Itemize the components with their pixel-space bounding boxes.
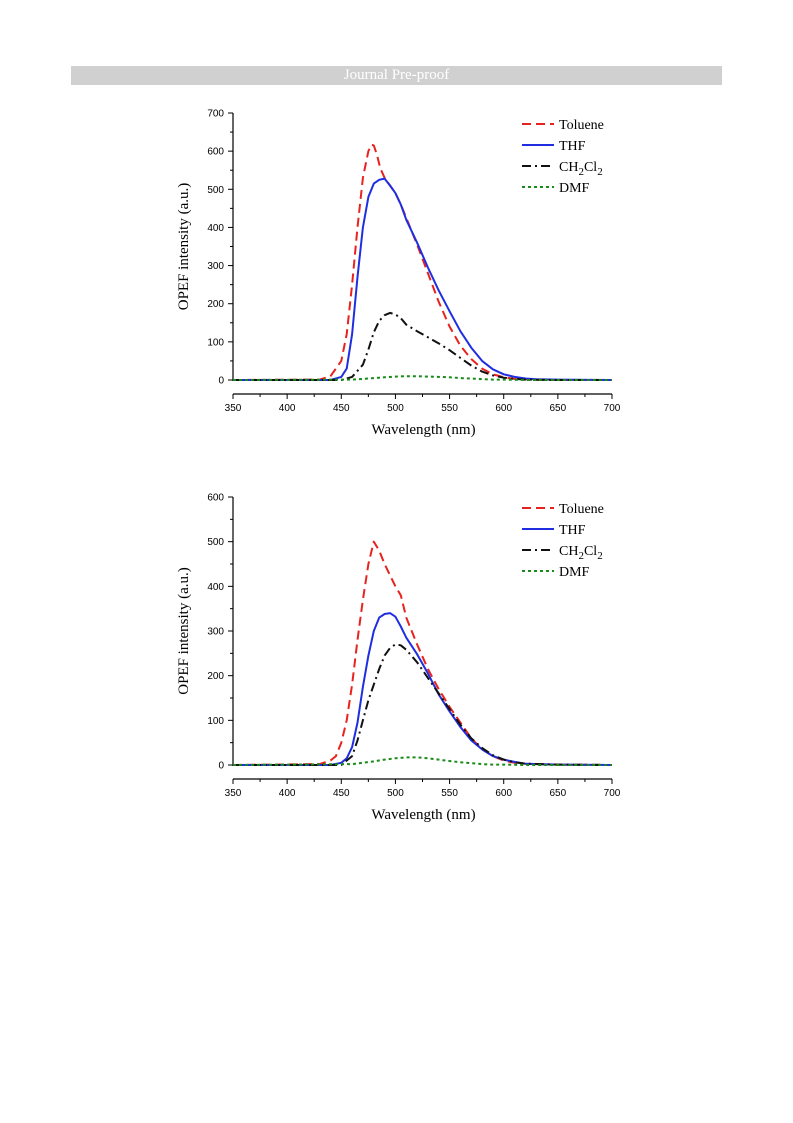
x-tick-label: 600: [495, 788, 512, 799]
series-line-toluene: [232, 143, 612, 381]
x-axis-title: Wavelength (nm): [371, 807, 475, 823]
x-tick-label: 500: [387, 403, 404, 414]
x-tick-label: 450: [333, 788, 350, 799]
y-tick-label: 100: [207, 716, 224, 727]
y-tick-label: 0: [218, 761, 224, 772]
x-tick-label: 550: [441, 403, 458, 414]
y-tick-label: 300: [207, 627, 224, 638]
y-tick-label: 500: [207, 537, 224, 548]
series-line-ch2cl2: [233, 311, 612, 381]
legend-label-dmf: DMF: [559, 181, 590, 196]
x-tick-label: 350: [225, 403, 242, 414]
x-tick-label: 350: [225, 788, 242, 799]
legend-label-ch2cl2: CH2Cl2: [559, 160, 603, 178]
journal-banner: Journal Pre-proof: [71, 66, 722, 85]
legend-label-toluene: Toluene: [559, 118, 604, 133]
emission-chart-1: 0 100 200 300 400 500 600 700 350 400 450 500 550 600…: [176, 109, 621, 439]
x-tick-label: 600: [495, 403, 512, 414]
x-tick-label: 400: [279, 403, 296, 414]
y-tick-label: 200: [207, 671, 224, 682]
y-tick-label: 400: [207, 582, 224, 593]
legend-label-thf: THF: [559, 523, 586, 538]
series-line-thf: [233, 612, 613, 766]
x-tick-label: 500: [387, 788, 404, 799]
emission-chart-2: 0 100 200 300 400 500 600 350 400 450 500 550 600 650…: [176, 493, 621, 824]
legend-label-ch2cl2: CH2Cl2: [559, 544, 603, 562]
legend-label-thf: THF: [559, 139, 586, 154]
x-tick-label: 400: [279, 788, 296, 799]
x-tick-label: 700: [604, 788, 621, 799]
legend-label-dmf: DMF: [559, 565, 590, 580]
y-tick-label: 500: [207, 185, 224, 196]
x-tick-label: 650: [550, 788, 567, 799]
series-line-thf: [233, 177, 613, 381]
x-axis-title: Wavelength (nm): [371, 422, 475, 438]
y-tick-label: 400: [207, 223, 224, 234]
series-line-dmf: [232, 756, 612, 766]
series-line-toluene: [232, 540, 613, 766]
y-tick-label: 100: [207, 337, 224, 348]
x-tick-label: 650: [550, 403, 567, 414]
x-tick-label: 550: [441, 788, 458, 799]
y-tick-label: 200: [207, 299, 224, 310]
legend-label-toluene: Toluene: [559, 502, 604, 517]
y-tick-label: 300: [207, 261, 224, 272]
x-tick-label: 450: [333, 403, 350, 414]
series-line-dmf: [232, 375, 612, 381]
series-line-ch2cl2: [233, 643, 613, 766]
y-tick-label: 0: [218, 376, 224, 387]
x-tick-label: 700: [604, 403, 621, 414]
y-tick-label: 600: [207, 493, 224, 504]
y-tick-label: 700: [207, 109, 224, 120]
y-axis-title: OPEF intensity (a.u.): [176, 567, 192, 695]
y-axis-title: OPEF intensity (a.u.): [176, 183, 192, 311]
y-tick-label: 600: [207, 147, 224, 158]
